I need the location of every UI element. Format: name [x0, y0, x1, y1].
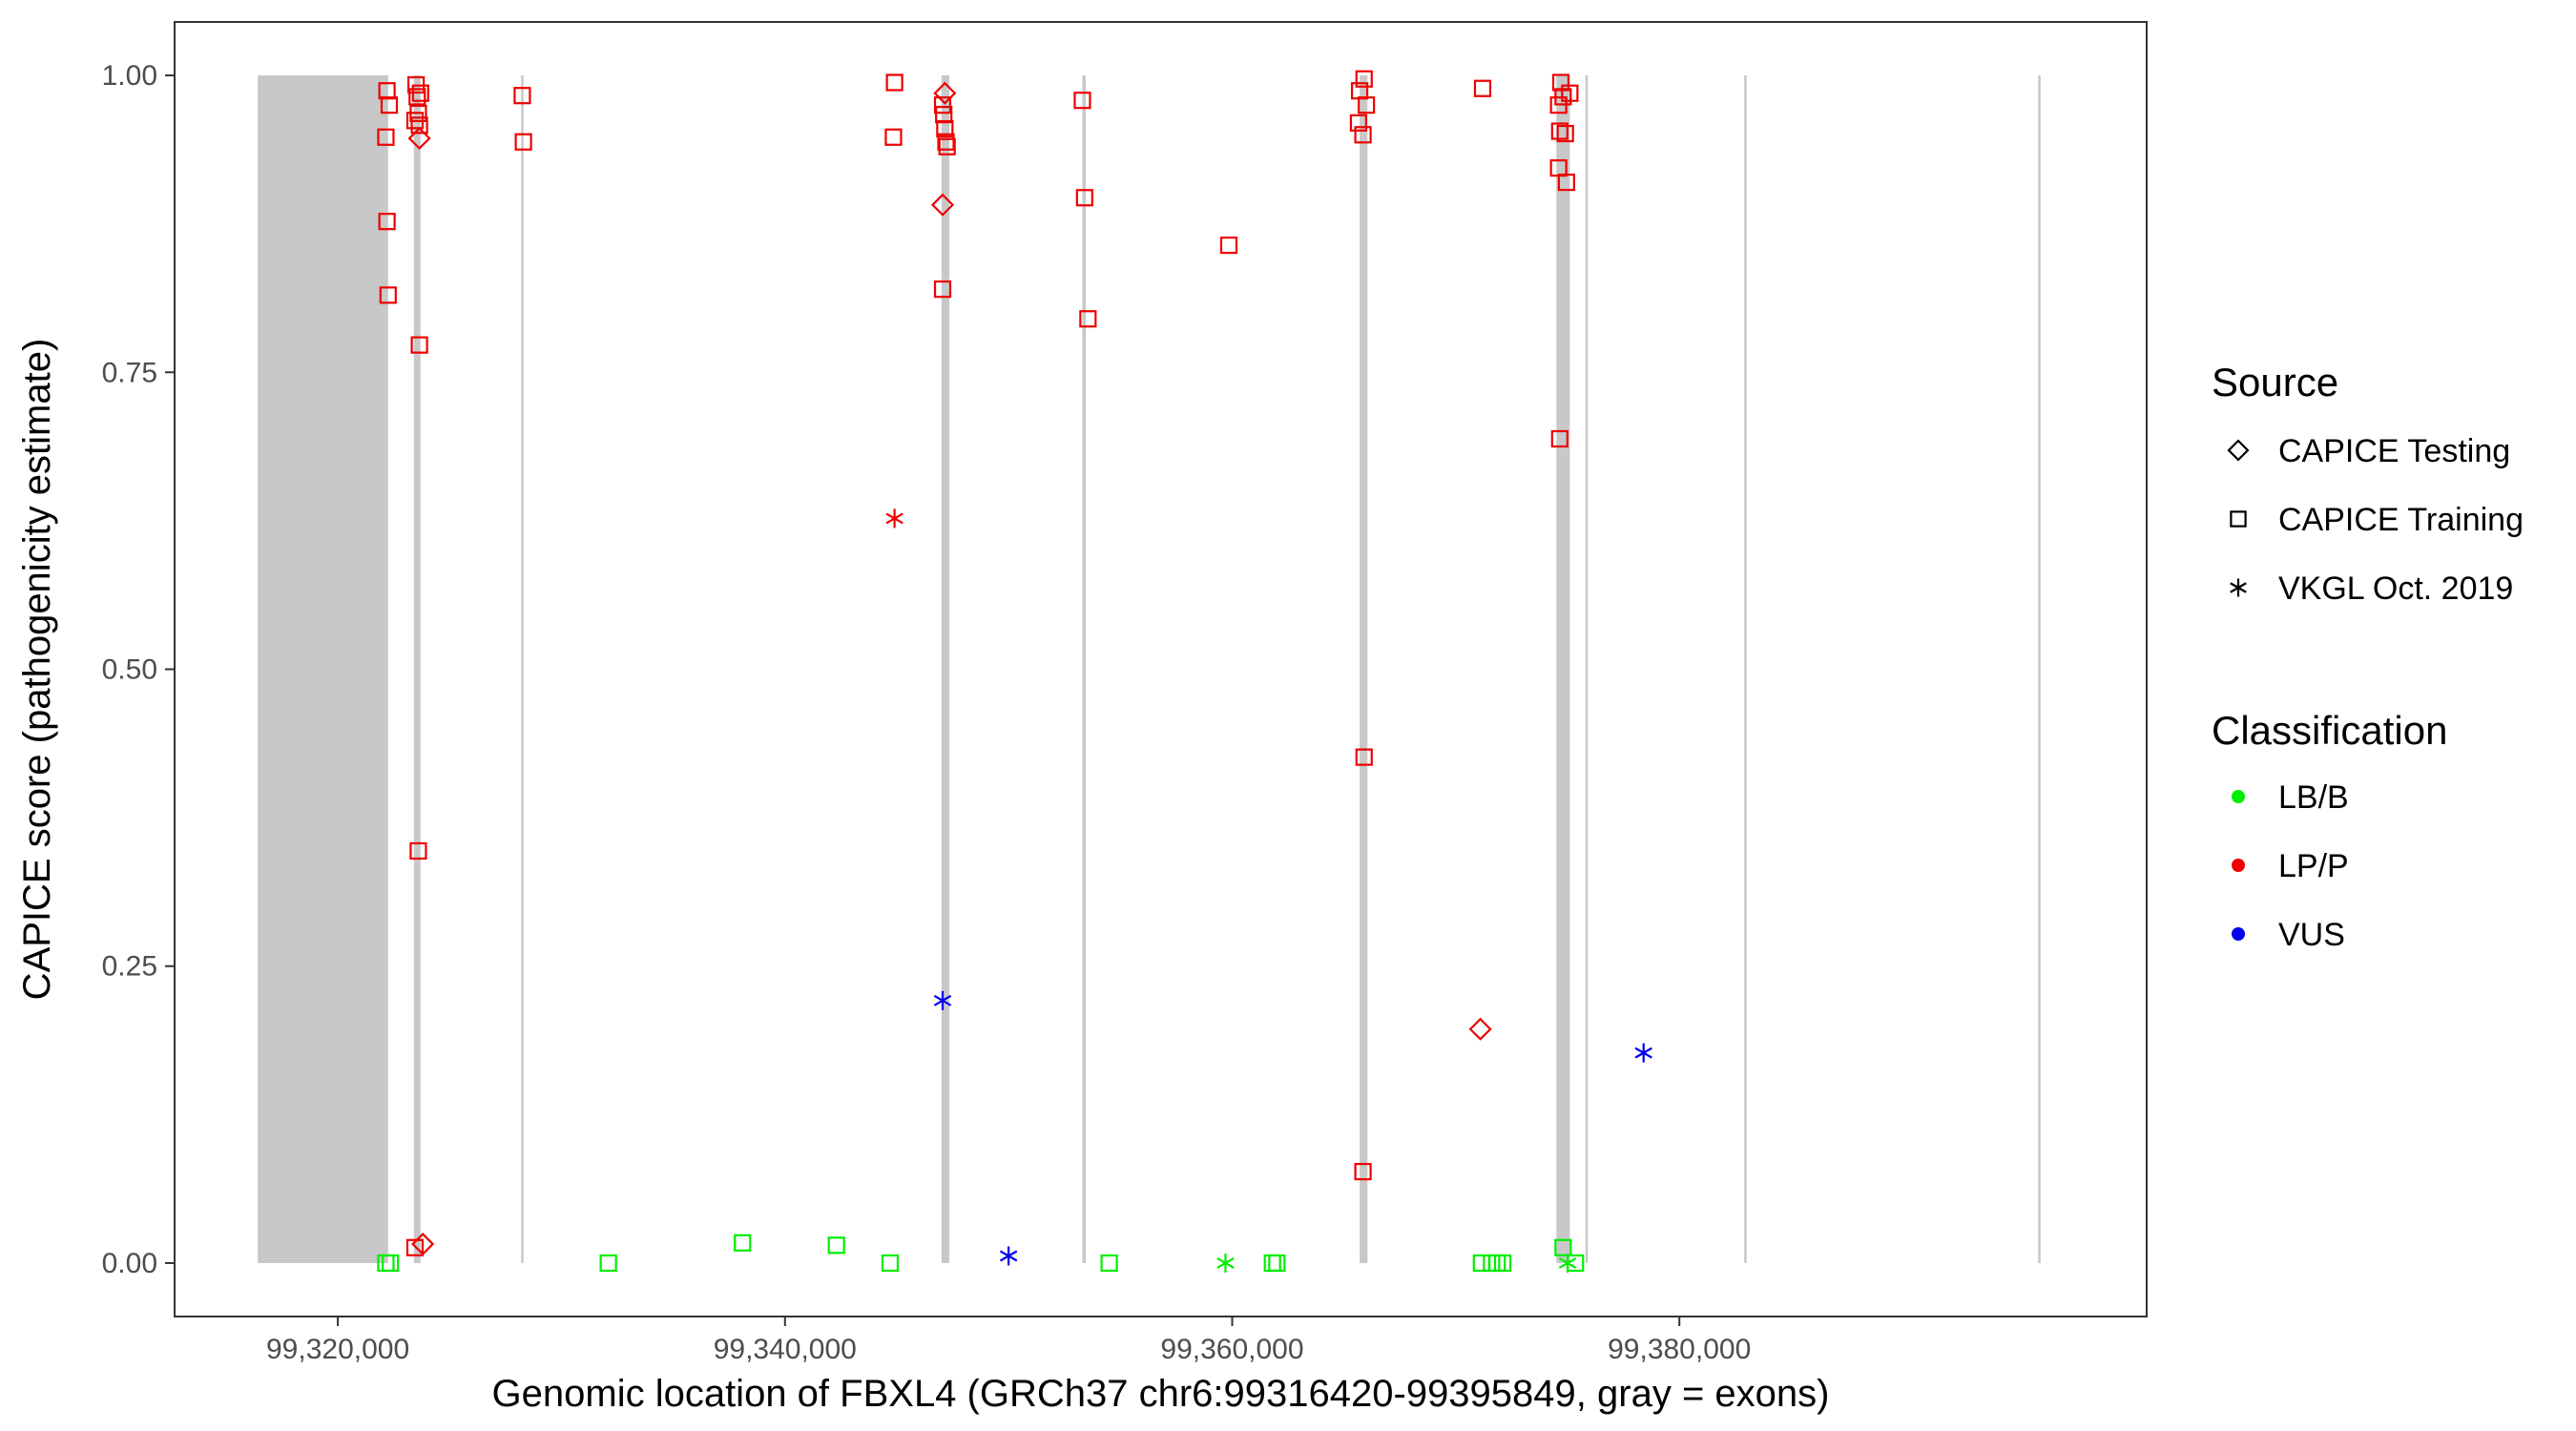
point-layer	[377, 70, 1652, 1273]
exon-band	[1360, 75, 1368, 1263]
x-tick-label: 99,340,000	[714, 1334, 857, 1365]
legend-classification-items: LB/B LP/P VUS	[2232, 779, 2349, 953]
legend-source-key	[2230, 510, 2247, 528]
data-point	[1558, 1253, 1577, 1273]
data-point	[1100, 1254, 1118, 1273]
y-axis-title: CAPICE score (pathogenicity estimate)	[16, 339, 58, 1001]
data-point	[379, 286, 397, 304]
data-point	[885, 73, 904, 92]
legend-classification-label: LP/P	[2278, 848, 2349, 884]
legend-source-label: CAPICE Training	[2278, 502, 2524, 538]
y-tick-label: 1.00	[102, 60, 157, 92]
legend-source-label: VKGL Oct. 2019	[2278, 570, 2513, 607]
data-point	[1354, 1163, 1372, 1181]
data-point	[1561, 84, 1579, 102]
data-point	[885, 508, 904, 529]
data-point	[1549, 96, 1568, 114]
legend-classification-title: Classification	[2212, 708, 2447, 753]
data-point	[930, 193, 955, 217]
data-point	[1550, 122, 1568, 140]
data-point	[1473, 79, 1492, 97]
data-point	[933, 990, 952, 1010]
exon-band	[1556, 75, 1570, 1263]
data-point	[999, 1246, 1018, 1266]
legend-classification-key	[2232, 790, 2245, 803]
data-point	[1075, 189, 1093, 207]
data-point	[1268, 1254, 1286, 1273]
data-point	[1550, 429, 1568, 448]
exon-band	[1082, 75, 1086, 1263]
legend-source-items: CAPICE Testing CAPICE Training VKGL Oct. 2…	[2227, 433, 2524, 607]
exon-band	[2038, 75, 2041, 1263]
exon-band	[258, 75, 388, 1263]
legend-classification-key	[2232, 927, 2245, 941]
data-point	[377, 128, 395, 146]
legend-source-label: CAPICE Testing	[2278, 433, 2510, 469]
legend-source-key	[2227, 439, 2250, 462]
data-point	[1354, 126, 1372, 144]
legend-source-title: Source	[2212, 360, 2338, 404]
data-point	[827, 1236, 845, 1255]
data-point	[1554, 1238, 1572, 1256]
legend-classification-key	[2232, 859, 2245, 872]
x-tick-label: 99,380,000	[1608, 1334, 1751, 1365]
data-point	[1073, 92, 1091, 110]
data-point	[937, 133, 955, 151]
data-point	[410, 116, 428, 135]
data-point	[408, 88, 426, 106]
data-point	[1355, 748, 1373, 766]
data-point	[380, 96, 399, 114]
data-point	[382, 1254, 400, 1273]
x-tick-label: 99,360,000	[1160, 1334, 1303, 1365]
data-point	[405, 1238, 425, 1256]
exon-band	[521, 75, 524, 1263]
axis-layer: 99,320,000 99,340,000 99,360,000 99,380,000…	[102, 60, 1752, 1365]
data-point	[938, 137, 956, 156]
x-tick-label: 99,320,000	[266, 1334, 409, 1365]
data-point	[936, 119, 954, 138]
exon-band	[941, 75, 950, 1263]
data-point	[1556, 124, 1574, 143]
data-point	[1493, 1254, 1512, 1273]
data-point	[513, 87, 531, 105]
data-point	[409, 841, 427, 861]
data-point	[514, 133, 532, 151]
data-point	[1557, 173, 1575, 192]
data-point	[405, 112, 425, 130]
data-point	[881, 1254, 900, 1273]
y-tick-label: 0.75	[102, 357, 157, 388]
data-point	[734, 1234, 752, 1252]
y-tick-label: 0.25	[102, 951, 157, 983]
data-point	[1634, 1043, 1652, 1063]
exon-band	[413, 75, 421, 1263]
data-point	[1355, 70, 1373, 88]
data-point	[410, 336, 428, 354]
exon-layer	[258, 75, 2041, 1263]
data-point	[411, 84, 429, 102]
x-axis-title: Genomic location of FBXL4 (GRCh37 chr6:9…	[492, 1373, 1830, 1415]
data-point	[884, 128, 903, 146]
y-tick-label: 0.50	[102, 654, 157, 686]
legend-source-key	[2230, 578, 2247, 597]
data-point	[1219, 236, 1238, 255]
data-point	[933, 280, 952, 299]
data-point	[933, 81, 957, 105]
data-point	[1349, 114, 1368, 132]
legend: Source CAPICE Testing CAPICE Training VKGL…	[2212, 360, 2524, 953]
exon-band	[1585, 75, 1589, 1263]
data-point	[599, 1254, 617, 1273]
data-point	[1358, 96, 1376, 114]
data-point	[1468, 1017, 1492, 1041]
data-point	[378, 213, 396, 231]
data-point	[407, 126, 431, 151]
data-point	[1216, 1253, 1235, 1273]
legend-classification-label: LB/B	[2278, 779, 2349, 816]
data-point	[411, 1233, 435, 1256]
data-point	[933, 96, 952, 114]
legend-classification-label: VUS	[2278, 917, 2345, 953]
exon-band	[1744, 75, 1747, 1263]
y-tick-label: 0.00	[102, 1248, 157, 1279]
data-point	[1079, 310, 1097, 328]
